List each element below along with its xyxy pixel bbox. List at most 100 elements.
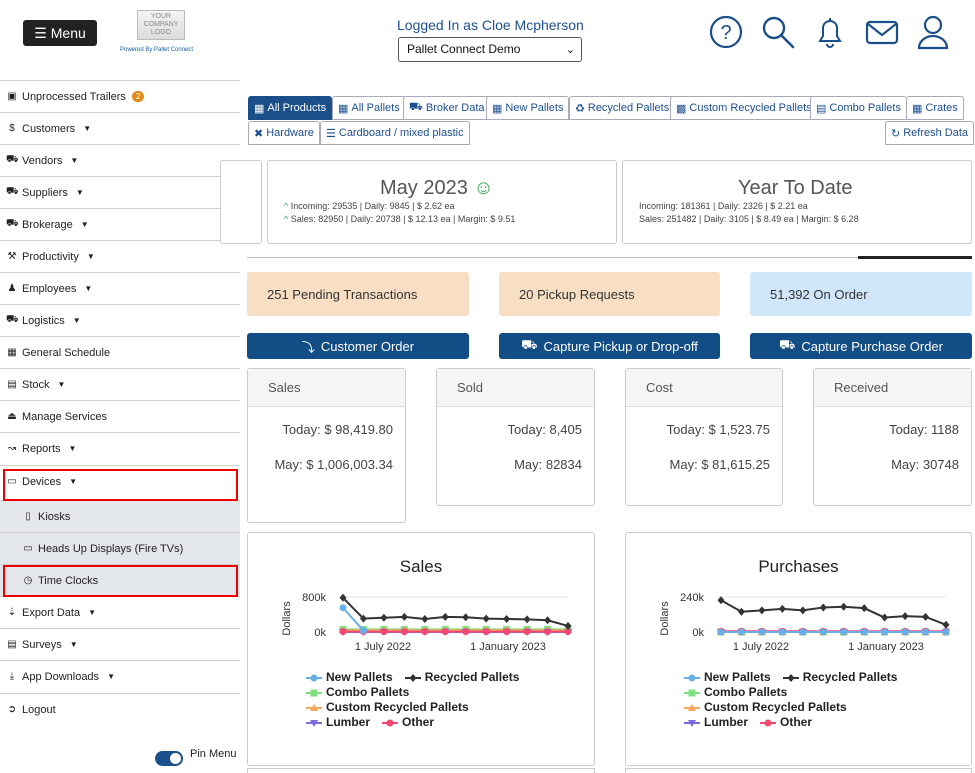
sidebar-item-time-clocks[interactable]: ◷ Time Clocks [0, 564, 240, 596]
new-pallets-point[interactable] [359, 627, 367, 635]
legend-item-other[interactable]: Other [382, 715, 434, 729]
legend-item-combo-pallets[interactable]: Combo Pallets [684, 685, 787, 699]
recycled-pallets-point[interactable] [482, 614, 490, 623]
tab-custom-recycled-pallets[interactable]: ▩ Custom Recycled Pallets [670, 96, 818, 120]
new-pallets-point[interactable] [339, 604, 347, 612]
legend-point[interactable] [310, 703, 318, 711]
tab-hardware[interactable]: ✖ Hardware [248, 121, 320, 145]
new-pallets-point[interactable] [819, 628, 827, 636]
legend-item-custom-recycled-pallets[interactable]: Custom Recycled Pallets [684, 700, 847, 714]
new-pallets-point[interactable] [758, 628, 766, 636]
recycled-pallets-point[interactable] [503, 615, 511, 623]
other-point[interactable] [462, 628, 470, 636]
recycled-pallets-point[interactable] [819, 603, 827, 612]
sidebar-item-vendors[interactable]: ⛟ Vendors ▼ [0, 144, 240, 176]
recycled-pallets-point[interactable] [799, 606, 807, 615]
legend-point[interactable] [310, 674, 318, 682]
pickup-requests-box[interactable]: 20 Pickup Requests [499, 272, 720, 316]
legend-point[interactable] [764, 719, 772, 727]
legend-item-combo-pallets[interactable]: Combo Pallets [306, 685, 409, 699]
recycled-pallets-point[interactable] [441, 612, 449, 621]
new-pallets-point[interactable] [901, 628, 909, 636]
refresh-data-button[interactable]: ↻ Refresh Data [885, 121, 975, 145]
sidebar-item-reports[interactable]: ↝ Reports ▼ [0, 432, 240, 464]
tab-recycled-pallets[interactable]: ♻ Recycled Pallets [569, 96, 676, 120]
recycled-pallets-point[interactable] [421, 615, 429, 623]
help-icon[interactable]: ? [708, 14, 744, 50]
sidebar-item-logistics[interactable]: ⛟ Logistics ▼ [0, 304, 240, 336]
legend-point[interactable] [688, 719, 696, 727]
capture-pickup-button[interactable]: ⛟ Capture Pickup or Drop-off [499, 333, 720, 359]
sidebar-item-unprocessed-trailers[interactable]: ▣ Unprocessed Trailers 2 [0, 80, 240, 112]
legend-item-lumber[interactable]: Lumber [306, 715, 370, 729]
recycled-pallets-point[interactable] [380, 613, 388, 622]
recycled-pallets-point[interactable] [922, 612, 930, 621]
other-point[interactable] [544, 628, 552, 636]
recycled-pallets-point[interactable] [901, 612, 909, 621]
pending-transactions-box[interactable]: 251 Pending Transactions [247, 272, 469, 316]
other-point[interactable] [523, 628, 531, 636]
search-icon[interactable] [760, 14, 796, 50]
carousel-indicator[interactable] [858, 256, 972, 259]
user-icon[interactable] [915, 14, 951, 50]
menu-button[interactable]: ☰ Menu [23, 20, 97, 46]
customer-order-button[interactable]: ⤵ Customer Order [247, 333, 469, 359]
company-select[interactable]: Pallet Connect Demo ⌄ [398, 37, 582, 62]
sidebar-item-surveys[interactable]: ▤ Surveys ▼ [0, 628, 240, 660]
sidebar-item-stock[interactable]: ▤ Stock ▼ [0, 368, 240, 400]
recycled-pallets-point[interactable] [400, 612, 408, 621]
legend-point[interactable] [688, 689, 696, 697]
recycled-pallets-point[interactable] [544, 616, 552, 625]
legend-item-new-pallets[interactable]: New Pallets [684, 670, 771, 684]
recycled-pallets-point[interactable] [758, 606, 766, 615]
legend-point[interactable] [688, 703, 696, 711]
legend-point[interactable] [386, 719, 394, 727]
other-point[interactable] [564, 628, 572, 636]
recycled-pallets-point[interactable] [564, 621, 572, 630]
recycled-pallets-point[interactable] [717, 596, 725, 605]
on-order-box[interactable]: 51,392 On Order [750, 272, 972, 316]
new-pallets-point[interactable] [942, 628, 950, 636]
other-point[interactable] [482, 628, 490, 636]
recycled-pallets-point[interactable] [778, 604, 786, 613]
sidebar-item-app-downloads[interactable]: ⤓ App Downloads ▼ [0, 660, 240, 692]
other-point[interactable] [380, 628, 388, 636]
tab-broker-data[interactable]: ⛟ Broker Data [403, 96, 491, 120]
new-pallets-point[interactable] [860, 628, 868, 636]
new-pallets-point[interactable] [840, 628, 848, 636]
recycled-pallets-point[interactable] [462, 613, 470, 622]
recycled-pallets-point[interactable] [359, 614, 367, 623]
legend-item-lumber[interactable]: Lumber [684, 715, 748, 729]
legend-item-recycled-pallets[interactable]: Recycled Pallets [404, 670, 519, 684]
new-pallets-point[interactable] [799, 628, 807, 636]
mail-icon[interactable] [864, 14, 900, 50]
tab-new-pallets[interactable]: ▦ New Pallets [486, 96, 570, 120]
sidebar-item-kiosks[interactable]: ▯ Kiosks [0, 500, 240, 532]
legend-point[interactable] [688, 674, 696, 682]
legend-point[interactable] [310, 689, 318, 697]
sidebar-item-heads-up-displays[interactable]: ▭ Heads Up Displays (Fire TVs) [0, 532, 240, 564]
recycled-pallets-point[interactable] [523, 615, 531, 624]
recycled-pallets-point[interactable] [840, 602, 848, 611]
sidebar-item-devices[interactable]: ▭ Devices ▼ [0, 465, 240, 497]
new-pallets-point[interactable] [778, 628, 786, 636]
other-point[interactable] [503, 628, 511, 636]
other-point[interactable] [339, 628, 347, 636]
legend-item-new-pallets[interactable]: New Pallets [306, 670, 393, 684]
legend-point[interactable] [310, 719, 318, 727]
sidebar-item-suppliers[interactable]: ⛟ Suppliers ▼ [0, 176, 240, 208]
bell-icon[interactable] [812, 14, 848, 50]
tab-cardboard[interactable]: ☰ Cardboard / mixed plastic [320, 121, 470, 145]
legend-point[interactable] [409, 673, 417, 682]
legend-item-recycled-pallets[interactable]: Recycled Pallets [782, 670, 897, 684]
capture-purchase-order-button[interactable]: ⛟ Capture Purchase Order [750, 333, 972, 359]
sidebar-item-brokerage[interactable]: ⛟ Brokerage ▼ [0, 208, 240, 240]
tab-crates[interactable]: ▦ Crates [906, 96, 964, 120]
tab-all-products[interactable]: ▦ All Products [248, 96, 333, 120]
recycled-pallets-point[interactable] [860, 604, 868, 613]
sidebar-item-export-data[interactable]: ⇣ Export Data ▼ [0, 596, 240, 628]
recycled-pallets-point[interactable] [881, 613, 889, 622]
sidebar-item-manage-services[interactable]: ⏏ Manage Services [0, 400, 240, 432]
new-pallets-point[interactable] [881, 628, 889, 636]
sidebar-item-logout[interactable]: ➲ Logout [0, 693, 240, 725]
